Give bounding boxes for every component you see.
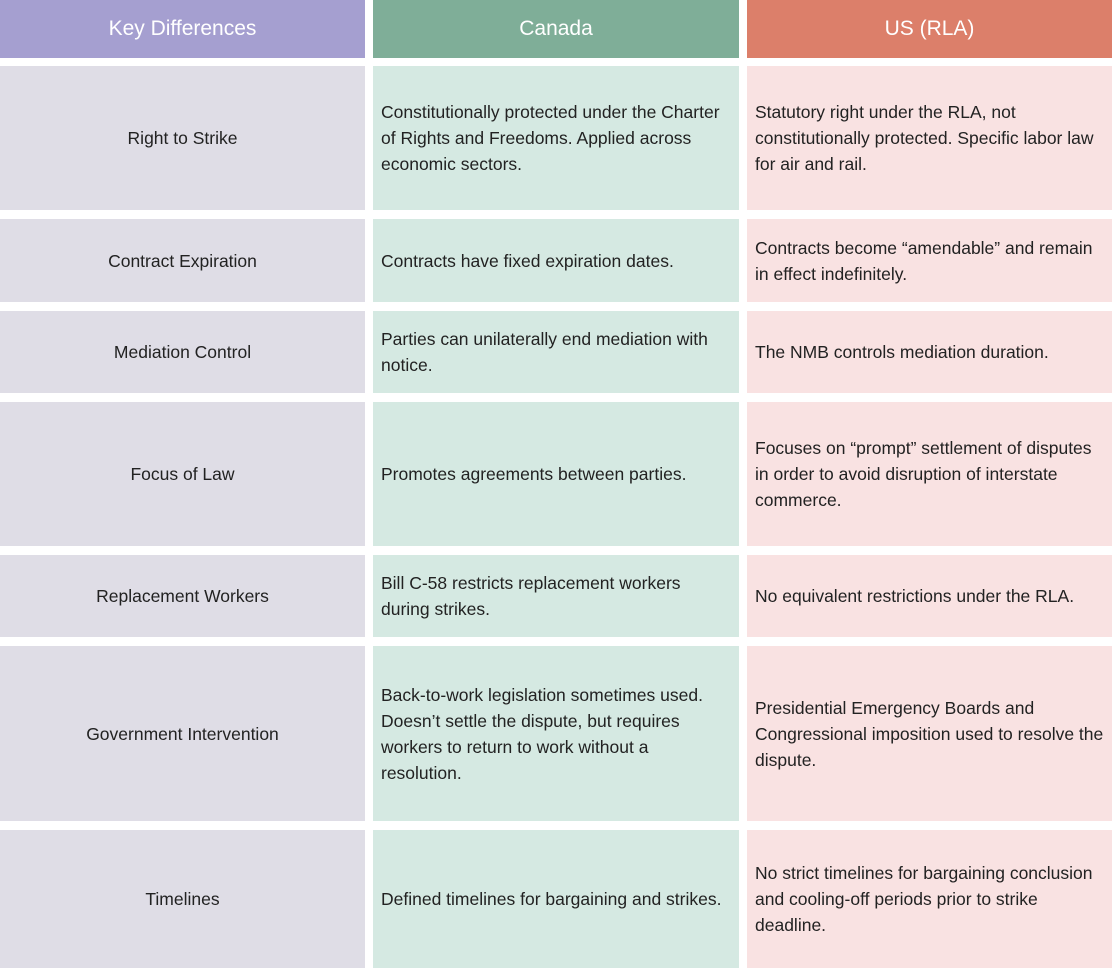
table-cell: Bill C-58 restricts replacement workers … bbox=[373, 555, 739, 637]
row-label: Right to Strike bbox=[0, 66, 365, 210]
table-cell: Defined timelines for bargaining and str… bbox=[373, 830, 739, 968]
header-cell: US (RLA) bbox=[747, 0, 1112, 58]
header-cell: Key Differences bbox=[0, 0, 365, 58]
table-cell: The NMB controls mediation duration. bbox=[747, 311, 1112, 393]
table-cell: Focuses on “prompt” settlement of disput… bbox=[747, 402, 1112, 546]
row-label: Government Intervention bbox=[0, 646, 365, 821]
table-cell: No strict timelines for bargaining concl… bbox=[747, 830, 1112, 968]
row-label: Focus of Law bbox=[0, 402, 365, 546]
table-cell: Contracts have fixed expiration dates. bbox=[373, 219, 739, 302]
row-label: Mediation Control bbox=[0, 311, 365, 393]
row-label: Replacement Workers bbox=[0, 555, 365, 637]
table-cell: Statutory right under the RLA, not const… bbox=[747, 66, 1112, 210]
header-cell: Canada bbox=[373, 0, 739, 58]
row-label: Timelines bbox=[0, 830, 365, 968]
table-cell: Presidential Emergency Boards and Congre… bbox=[747, 646, 1112, 821]
table-cell: Promotes agreements between parties. bbox=[373, 402, 739, 546]
table-cell: No equivalent restrictions under the RLA… bbox=[747, 555, 1112, 637]
table-cell: Contracts become “amendable” and remain … bbox=[747, 219, 1112, 302]
table-cell: Parties can unilaterally end mediation w… bbox=[373, 311, 739, 393]
table-cell: Constitutionally protected under the Cha… bbox=[373, 66, 739, 210]
table-cell: Back-to-work legislation sometimes used.… bbox=[373, 646, 739, 821]
row-label: Contract Expiration bbox=[0, 219, 365, 302]
